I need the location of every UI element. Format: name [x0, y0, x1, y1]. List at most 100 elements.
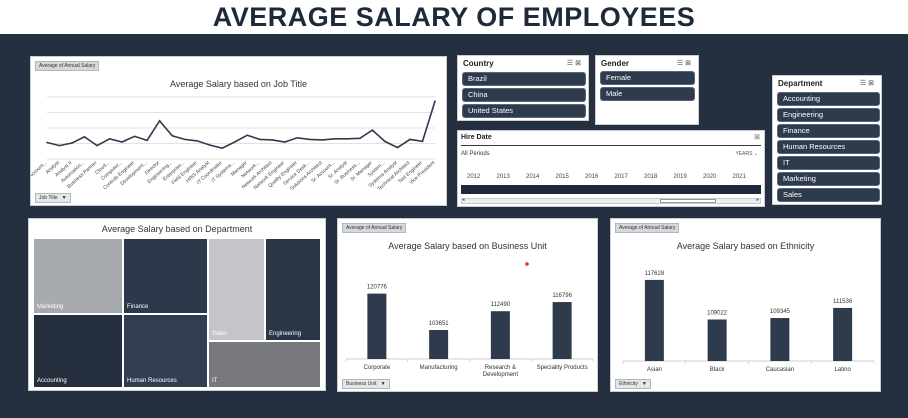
- treemap-tile-finance[interactable]: Finance: [123, 238, 208, 314]
- bar: [552, 302, 572, 359]
- business-unit-axis-label: Business Unit: [346, 381, 377, 387]
- clear-filter-icon[interactable]: ⊠: [868, 80, 876, 87]
- scroll-left-icon[interactable]: ◂: [462, 197, 465, 203]
- treemap-tile-label: Marketing: [37, 304, 64, 310]
- treemap-tile-label: Engineering: [269, 331, 302, 337]
- scroll-right-icon[interactable]: ▸: [756, 197, 759, 203]
- data-point: [183, 138, 186, 141]
- slicer-item-china[interactable]: China: [462, 88, 586, 102]
- department-treemap-panel[interactable]: Average Salary based on Department Marke…: [28, 218, 326, 391]
- job-title-chart-panel[interactable]: Average of Annual Salary Average Salary …: [30, 56, 447, 206]
- business-unit-chart-panel[interactable]: Average of Annual Salary Average Salary …: [337, 218, 598, 392]
- bu-chart-field-button[interactable]: Average of Annual Salary: [342, 223, 407, 233]
- data-point: [271, 139, 274, 141]
- job-title-axis-label: Job Title: [39, 195, 58, 201]
- treemap-tile-it[interactable]: IT: [208, 341, 321, 388]
- timeline-bar[interactable]: [461, 185, 761, 194]
- eth-chart-field-button[interactable]: Average of Annual Salary: [615, 223, 680, 233]
- slicer-item-male[interactable]: Male: [600, 87, 695, 101]
- bar: [707, 319, 727, 361]
- ethnicity-axis-dropdown[interactable]: Ethnicity ▼: [615, 379, 651, 389]
- treemap-tile-accounting[interactable]: Accounting: [33, 314, 123, 388]
- timeline-year-label[interactable]: 2015: [555, 174, 569, 180]
- data-point: [208, 144, 211, 146]
- timeline-year-label[interactable]: 2016: [585, 174, 599, 180]
- slicer-item-female[interactable]: Female: [600, 71, 695, 85]
- timeline-year-label[interactable]: 2012: [467, 174, 481, 180]
- bar: [490, 311, 510, 359]
- data-point: [421, 140, 424, 143]
- slicer-item-human-resources[interactable]: Human Resources: [777, 140, 880, 154]
- treemap-tile-marketing[interactable]: Marketing: [33, 238, 123, 314]
- slicer-item-united-states[interactable]: United States: [462, 104, 586, 118]
- multi-select-icon[interactable]: ☰: [859, 80, 869, 87]
- treemap-tile-sales[interactable]: Sales: [208, 238, 265, 341]
- scroll-thumb[interactable]: [660, 199, 716, 203]
- bar: [644, 279, 664, 361]
- clear-filter-icon[interactable]: ⊠: [754, 134, 760, 141]
- data-point: [384, 140, 386, 143]
- data-point: [309, 138, 311, 141]
- multi-select-icon[interactable]: ☰: [566, 60, 576, 67]
- clear-filter-icon[interactable]: ⊠: [575, 60, 583, 67]
- data-point: [58, 144, 61, 147]
- business-unit-axis-dropdown[interactable]: Business Unit ▼: [342, 379, 390, 389]
- timeline-level-dropdown[interactable]: YEARS ⌄: [735, 151, 758, 157]
- data-label: 112490: [491, 302, 511, 308]
- data-point: [321, 139, 324, 141]
- data-label: 109345: [770, 309, 791, 315]
- gender-slicer[interactable]: Gender ☰⊠ Female Male: [595, 55, 699, 125]
- bar: [833, 307, 853, 361]
- timeline-level-label: YEARS: [735, 151, 753, 157]
- data-point: [108, 138, 111, 140]
- country-slicer[interactable]: Country ☰⊠ Brazil China United States: [457, 55, 589, 121]
- data-point: [96, 144, 98, 147]
- slicer-item-brazil[interactable]: Brazil: [462, 72, 586, 86]
- ethnicity-chart-panel[interactable]: Average of Annual Salary Average Salary …: [610, 218, 881, 392]
- gender-slicer-title: Gender: [601, 59, 630, 68]
- data-point: [121, 141, 123, 143]
- chevron-down-icon: ▼: [61, 195, 67, 201]
- data-point: [246, 134, 249, 137]
- timeline-year-label[interactable]: 2019: [673, 174, 687, 180]
- timeline-year-label[interactable]: 2014: [526, 174, 540, 180]
- dashboard-title: AVERAGE SALARY OF EMPLOYEES: [212, 2, 696, 32]
- clear-filter-icon[interactable]: ⊠: [685, 60, 693, 67]
- data-point: [359, 137, 361, 140]
- timeline-scrollbar[interactable]: ◂ ▸: [461, 197, 761, 204]
- data-label: 120776: [367, 285, 388, 291]
- slicer-item-finance[interactable]: Finance: [777, 124, 880, 138]
- x-tick-label: Latino: [834, 367, 851, 373]
- department-slicer[interactable]: Department ☰⊠ Accounting Engineering Fin…: [772, 75, 882, 205]
- slicer-item-it[interactable]: IT: [777, 156, 880, 170]
- slicer-item-marketing[interactable]: Marketing: [777, 172, 880, 186]
- timeline-year-label[interactable]: 2013: [496, 174, 510, 180]
- timeline-year-label[interactable]: 2020: [703, 174, 717, 180]
- job-chart-field-button[interactable]: Average of Annual Salary: [35, 61, 100, 71]
- x-tick-label: Speciality Products: [537, 365, 588, 371]
- timeline-year-label[interactable]: 2017: [614, 174, 628, 180]
- data-point: [334, 138, 336, 140]
- data-label: 109022: [707, 310, 728, 316]
- country-slicer-title: Country: [463, 59, 494, 68]
- data-label: 103651: [429, 321, 450, 327]
- data-point: [233, 141, 236, 143]
- multi-select-icon[interactable]: ☰: [676, 60, 686, 67]
- hire-date-timeline[interactable]: Hire Date ⊠ All Periods YEARS ⌄ 2012 2013…: [457, 130, 765, 207]
- chevron-down-icon: ⌄: [753, 151, 758, 157]
- timeline-year-label[interactable]: 2021: [732, 174, 746, 180]
- treemap-tile-human-resources[interactable]: Human Resources: [123, 314, 208, 388]
- slicer-item-sales[interactable]: Sales: [777, 188, 880, 202]
- chevron-down-icon: ▼: [641, 381, 647, 387]
- data-point: [46, 141, 48, 144]
- timeline-period-label: All Periods: [461, 151, 490, 157]
- job-title-axis-dropdown[interactable]: Job Title ▼: [35, 193, 71, 203]
- slicer-item-engineering[interactable]: Engineering: [777, 108, 880, 122]
- slicer-toolbar: ☰⊠: [860, 79, 876, 87]
- x-tick-label: Manufacturing: [420, 365, 458, 371]
- data-point: [296, 137, 299, 139]
- treemap-tile-engineering[interactable]: Engineering: [265, 238, 321, 341]
- slicer-item-accounting[interactable]: Accounting: [777, 92, 880, 106]
- slicer-toolbar: ☰⊠: [567, 59, 583, 67]
- timeline-year-label[interactable]: 2018: [644, 174, 658, 180]
